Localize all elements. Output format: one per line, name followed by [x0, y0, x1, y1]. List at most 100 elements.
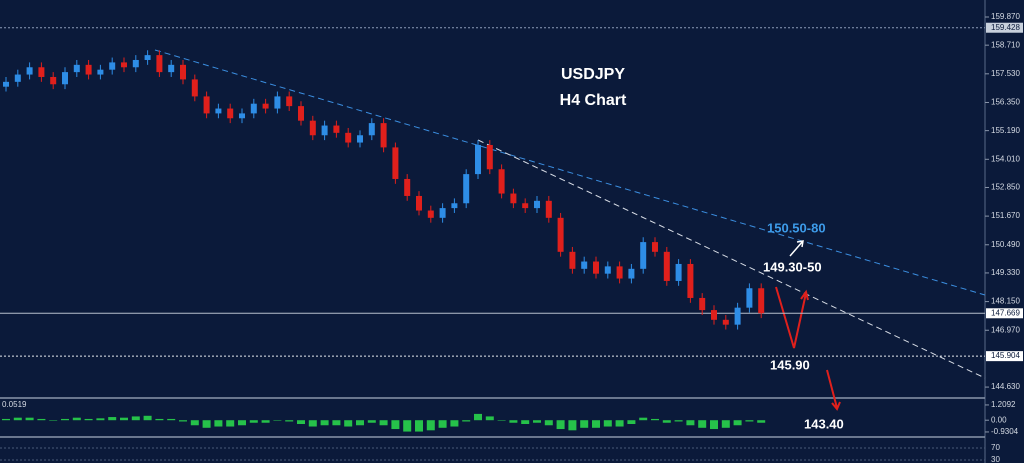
candle-body — [357, 135, 363, 143]
macd-bar — [391, 420, 400, 430]
macd-bar — [415, 420, 423, 432]
candle-body — [227, 108, 234, 119]
macd-bar — [61, 418, 69, 421]
macd-bar — [592, 420, 600, 428]
candle-body — [439, 208, 446, 218]
candle-body — [758, 288, 765, 314]
candle-body — [298, 106, 304, 121]
macd-bar — [721, 420, 730, 428]
macd-bar — [332, 420, 341, 426]
annotation: 150.50-80 — [767, 220, 826, 235]
arrow — [826, 369, 841, 411]
candle-body — [427, 210, 434, 218]
candle-body — [545, 200, 552, 218]
macd-bar — [143, 415, 152, 421]
macd-bar — [426, 420, 435, 431]
candle-body — [168, 64, 175, 73]
macd-bar — [497, 420, 506, 421]
candle-body — [333, 125, 340, 133]
candle-body — [486, 144, 493, 170]
candle-body — [73, 64, 80, 73]
annotation: 143.40 — [804, 416, 844, 431]
chart-subtitle: H4 Chart — [560, 92, 627, 109]
candle-body — [239, 113, 245, 119]
macd-bar — [308, 420, 317, 427]
candle-body — [711, 310, 717, 320]
candle-body — [97, 69, 104, 75]
macd-bar — [238, 420, 246, 426]
y-tick-label: 1.2092 — [991, 400, 1016, 409]
macd-bar — [698, 420, 707, 428]
candle-body — [62, 72, 68, 85]
arrow — [789, 240, 804, 257]
macd-bar — [733, 420, 742, 426]
y-tick-label: 149.330 — [991, 268, 1020, 277]
y-tick-label: 152.850 — [991, 183, 1020, 192]
macd-bar — [674, 420, 683, 422]
candle-body — [345, 132, 352, 143]
candle-body — [262, 103, 269, 109]
macd-bar — [179, 420, 187, 422]
annotation: 145.90 — [770, 357, 810, 372]
candle-body — [392, 147, 399, 179]
candle-body — [50, 76, 57, 85]
macd-bar — [96, 418, 105, 421]
trend-line — [154, 49, 986, 296]
macd-bar — [403, 420, 412, 432]
macd-bar — [108, 417, 117, 421]
y-tick-label: 159.870 — [991, 12, 1020, 21]
macd-bar — [745, 420, 754, 422]
candle-body — [416, 195, 422, 211]
macd-bar — [474, 413, 482, 421]
macd-bar — [13, 417, 22, 421]
candle-body — [180, 64, 186, 80]
candle-body — [203, 96, 210, 114]
y-tick-label: 146.970 — [991, 325, 1020, 334]
candle-body — [404, 178, 411, 196]
macd-bar — [49, 420, 58, 421]
macd-bar — [450, 420, 459, 427]
macd-bar — [462, 420, 471, 422]
macd-bar — [568, 420, 577, 431]
trend-line — [477, 139, 986, 379]
macd-bar — [639, 417, 648, 421]
candle-body — [368, 123, 375, 136]
candle-body — [191, 79, 198, 97]
candle-body — [569, 251, 576, 269]
candle-body — [132, 59, 139, 68]
candle-body — [121, 62, 127, 68]
macd-bar — [485, 416, 494, 421]
candle-body — [522, 203, 529, 209]
macd-bar — [167, 418, 176, 421]
y-tick-label: -0.9304 — [991, 427, 1019, 436]
candle-body — [144, 55, 151, 60]
candle-body — [746, 288, 753, 308]
candle-body — [38, 67, 45, 77]
macd-bar — [120, 417, 128, 421]
macd-bar — [25, 417, 34, 421]
macd-bar — [438, 420, 447, 428]
macd-bar — [249, 420, 258, 423]
macd-bar — [662, 420, 671, 423]
candle-body — [604, 266, 611, 274]
macd-bar — [37, 418, 46, 421]
candle-body — [722, 319, 729, 325]
candle-body — [14, 74, 21, 82]
y-tick-label: 151.670 — [991, 211, 1020, 220]
candle-body — [380, 123, 387, 148]
candle-body — [451, 203, 458, 209]
candle-body — [663, 251, 670, 281]
price-label-box — [986, 22, 1023, 33]
candle-body — [581, 261, 588, 269]
macd-bar — [320, 420, 329, 426]
macd-bar — [367, 420, 376, 423]
y-tick-label: 158.710 — [991, 40, 1020, 49]
macd-bar — [202, 420, 211, 428]
macd-bar — [603, 420, 612, 427]
macd-bar — [379, 420, 388, 426]
price-label: 145.904 — [991, 351, 1020, 360]
macd-bar — [344, 420, 353, 427]
macd-bar — [2, 418, 10, 421]
candle-body — [109, 62, 116, 70]
